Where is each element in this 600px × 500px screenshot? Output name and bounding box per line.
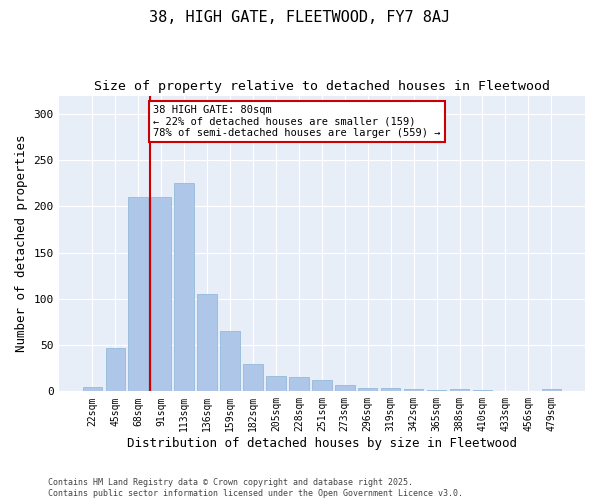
Bar [312, 380, 332, 392]
Bar [404, 388, 424, 392]
Text: 38 HIGH GATE: 80sqm
← 22% of detached houses are smaller (159)
78% of semi-detac: 38 HIGH GATE: 80sqm ← 22% of detached ho… [153, 105, 440, 138]
Title: Size of property relative to detached houses in Fleetwood: Size of property relative to detached ho… [94, 80, 550, 93]
Bar [220, 332, 240, 392]
Bar [473, 390, 492, 392]
Bar [450, 388, 469, 392]
X-axis label: Distribution of detached houses by size in Fleetwood: Distribution of detached houses by size … [127, 437, 517, 450]
Bar [289, 376, 308, 392]
Bar [83, 386, 102, 392]
Bar [128, 197, 148, 392]
Bar [175, 184, 194, 392]
Bar [358, 388, 377, 392]
Bar [243, 364, 263, 392]
Bar [266, 376, 286, 392]
Y-axis label: Number of detached properties: Number of detached properties [15, 134, 28, 352]
Bar [542, 390, 561, 392]
Bar [106, 348, 125, 392]
Bar [151, 197, 171, 392]
Bar [335, 385, 355, 392]
Text: 38, HIGH GATE, FLEETWOOD, FY7 8AJ: 38, HIGH GATE, FLEETWOOD, FY7 8AJ [149, 10, 451, 25]
Bar [197, 294, 217, 392]
Bar [381, 388, 400, 392]
Bar [427, 390, 446, 392]
Text: Contains HM Land Registry data © Crown copyright and database right 2025.
Contai: Contains HM Land Registry data © Crown c… [48, 478, 463, 498]
